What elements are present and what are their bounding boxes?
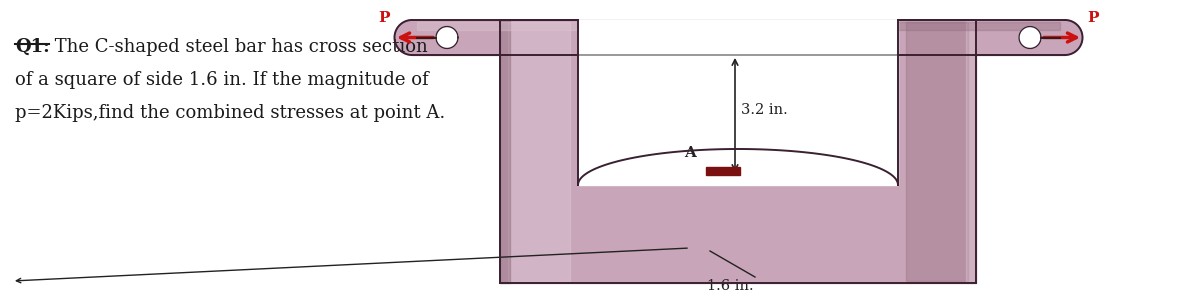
Polygon shape bbox=[898, 22, 1060, 30]
Polygon shape bbox=[508, 22, 570, 281]
Polygon shape bbox=[418, 22, 578, 30]
Polygon shape bbox=[395, 20, 412, 55]
Polygon shape bbox=[906, 22, 968, 281]
Text: 3.2 in.: 3.2 in. bbox=[742, 103, 787, 117]
Text: P: P bbox=[1087, 11, 1098, 25]
Text: of a square of side 1.6 in. If the magnitude of: of a square of side 1.6 in. If the magni… bbox=[14, 71, 428, 89]
Polygon shape bbox=[500, 20, 510, 283]
Text: Q1:: Q1: bbox=[14, 38, 49, 56]
Polygon shape bbox=[966, 20, 976, 283]
Polygon shape bbox=[500, 20, 976, 283]
Text: P: P bbox=[378, 11, 390, 25]
Polygon shape bbox=[706, 167, 740, 175]
Text: The C-shaped steel bar has cross section: The C-shaped steel bar has cross section bbox=[49, 38, 427, 56]
Text: p=2Kips,find the combined stresses at point A.: p=2Kips,find the combined stresses at po… bbox=[14, 104, 445, 122]
Polygon shape bbox=[898, 20, 1066, 55]
Text: 1.6 in.: 1.6 in. bbox=[707, 279, 754, 293]
Polygon shape bbox=[578, 20, 898, 185]
Text: A: A bbox=[684, 146, 696, 160]
Polygon shape bbox=[412, 20, 578, 55]
Polygon shape bbox=[578, 149, 898, 185]
Polygon shape bbox=[1019, 26, 1042, 49]
Polygon shape bbox=[436, 26, 458, 49]
Polygon shape bbox=[1066, 20, 1082, 55]
